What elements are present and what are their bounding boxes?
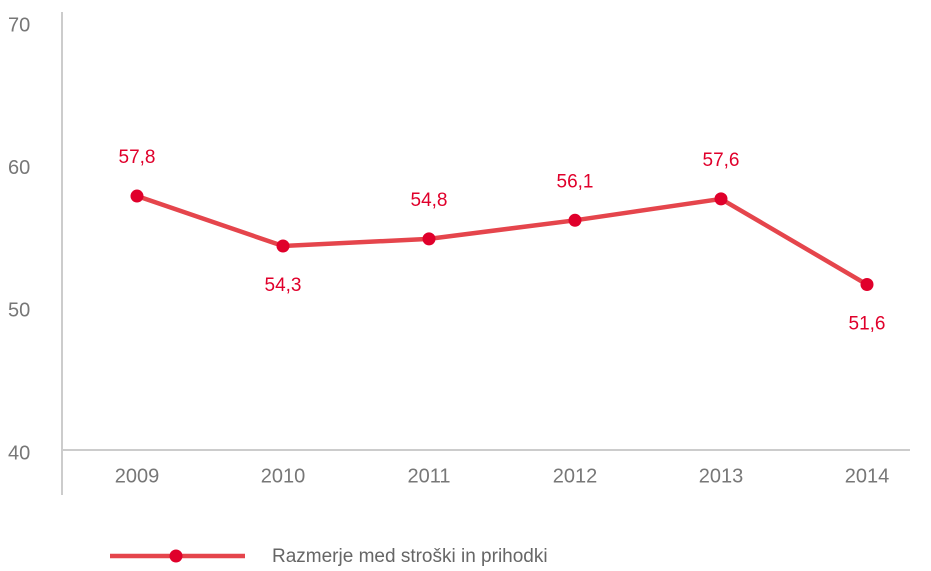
legend-marker [169,549,183,563]
x-tick-label: 2013 [699,465,744,487]
value-label: 54,3 [265,275,302,296]
x-tick-label: 2014 [845,465,890,487]
y-tick-label: 40 [8,442,30,464]
data-point [422,232,436,246]
value-label: 56,1 [557,171,594,192]
y-tick-label: 70 [8,14,30,36]
value-label: 54,8 [411,190,448,211]
y-tick-label: 60 [8,157,30,179]
x-tick-label: 2009 [115,465,160,487]
series-line [136,193,869,287]
x-tick-label: 2012 [553,465,598,487]
data-point [130,189,144,203]
value-label: 51,6 [849,314,886,335]
x-tick-label: 2011 [407,465,450,487]
value-label: 57,6 [703,150,740,171]
x-tick-label: 2010 [261,465,306,487]
y-tick-label: 50 [8,300,30,322]
data-point [860,278,874,292]
data-point [568,213,582,227]
data-point [714,192,728,206]
value-label: 57,8 [119,147,156,168]
legend-label: Razmerje med stroški in prihodki [272,546,548,567]
data-point [276,239,290,253]
